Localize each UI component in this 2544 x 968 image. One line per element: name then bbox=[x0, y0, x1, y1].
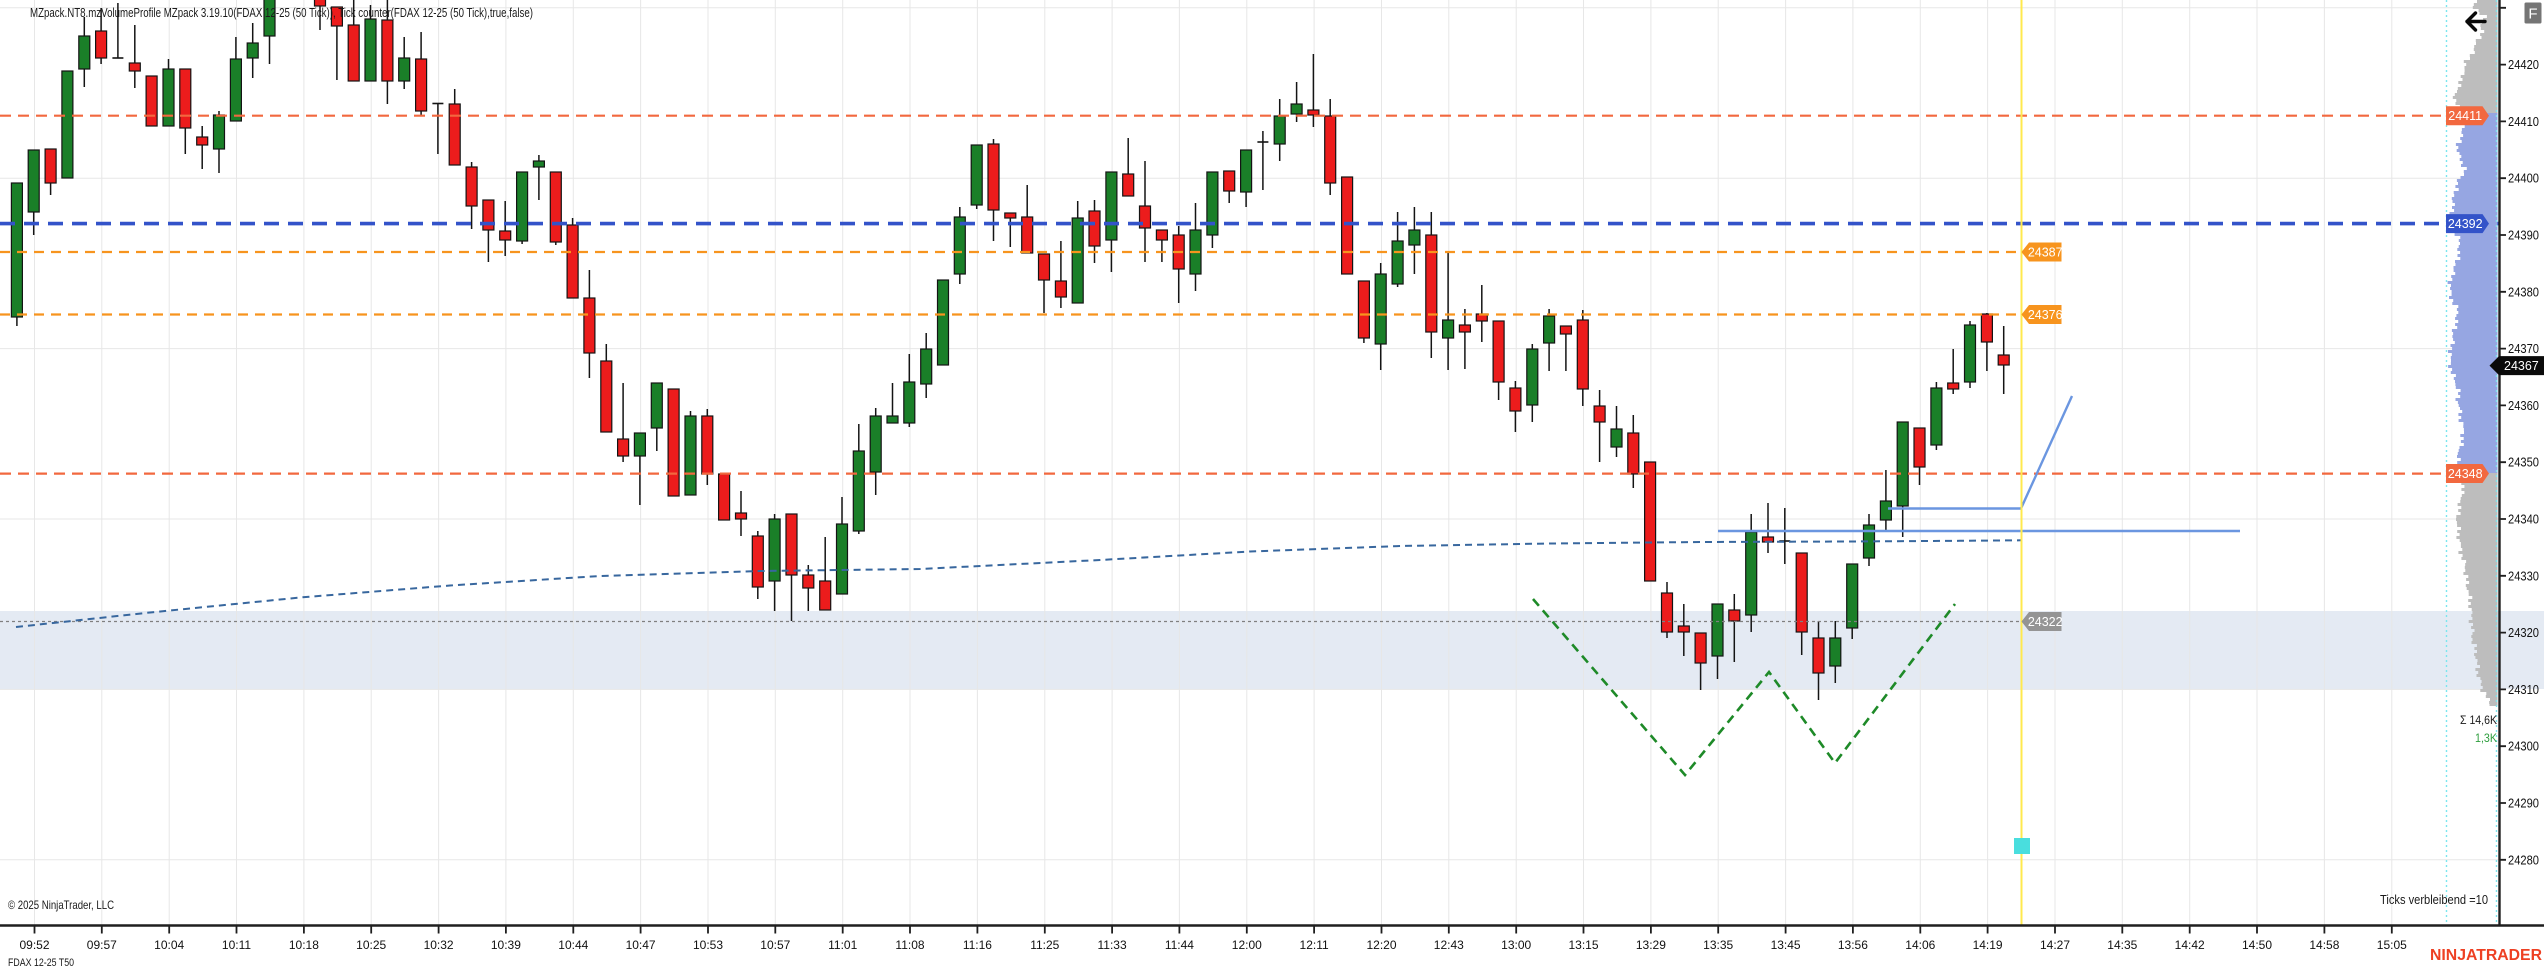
svg-text:Σ 14,6K: Σ 14,6K bbox=[2460, 713, 2497, 727]
svg-text:24400: 24400 bbox=[2508, 172, 2539, 186]
svg-text:24340: 24340 bbox=[2508, 513, 2539, 527]
svg-text:10:11: 10:11 bbox=[222, 938, 251, 952]
svg-text:11:44: 11:44 bbox=[1165, 938, 1194, 952]
svg-text:24380: 24380 bbox=[2508, 285, 2539, 299]
svg-text:10:32: 10:32 bbox=[424, 938, 454, 952]
svg-text:FDAX 12-25 T50: FDAX 12-25 T50 bbox=[8, 957, 74, 968]
svg-text:24410: 24410 bbox=[2508, 115, 2539, 129]
svg-text:24290: 24290 bbox=[2508, 797, 2539, 811]
svg-text:24322: 24322 bbox=[2028, 615, 2063, 629]
svg-text:24370: 24370 bbox=[2508, 342, 2539, 356]
svg-text:F: F bbox=[2528, 6, 2537, 23]
svg-text:10:57: 10:57 bbox=[760, 938, 790, 952]
svg-text:13:56: 13:56 bbox=[1838, 938, 1868, 952]
svg-text:Ticks verbleibend =10: Ticks verbleibend =10 bbox=[2380, 893, 2488, 907]
svg-text:14:19: 14:19 bbox=[1973, 938, 2003, 952]
svg-text:24376: 24376 bbox=[2028, 308, 2063, 322]
svg-text:© 2025 NinjaTrader, LLC: © 2025 NinjaTrader, LLC bbox=[8, 898, 114, 912]
svg-text:14:58: 14:58 bbox=[2309, 938, 2339, 952]
svg-text:12:00: 12:00 bbox=[1232, 938, 1262, 952]
svg-text:11:25: 11:25 bbox=[1030, 938, 1059, 952]
svg-text:13:00: 13:00 bbox=[1501, 938, 1531, 952]
svg-text:10:39: 10:39 bbox=[491, 938, 521, 952]
svg-text:11:16: 11:16 bbox=[963, 938, 992, 952]
svg-text:MZpack.NT8.mzVolumeProfile MZp: MZpack.NT8.mzVolumeProfile MZpack 3.19.1… bbox=[30, 6, 533, 20]
svg-text:24350: 24350 bbox=[2508, 456, 2539, 470]
svg-text:09:52: 09:52 bbox=[19, 938, 49, 952]
svg-text:10:04: 10:04 bbox=[154, 938, 184, 952]
svg-text:12:43: 12:43 bbox=[1434, 938, 1464, 952]
svg-text:13:45: 13:45 bbox=[1771, 938, 1801, 952]
svg-text:24420: 24420 bbox=[2508, 58, 2539, 72]
svg-text:24411: 24411 bbox=[2448, 109, 2482, 123]
svg-text:10:25: 10:25 bbox=[356, 938, 386, 952]
svg-text:09:57: 09:57 bbox=[87, 938, 117, 952]
svg-text:NINJATRADER: NINJATRADER bbox=[2430, 947, 2542, 964]
svg-text:14:06: 14:06 bbox=[1905, 938, 1935, 952]
svg-text:10:44: 10:44 bbox=[558, 938, 588, 952]
svg-text:13:15: 13:15 bbox=[1568, 938, 1598, 952]
svg-text:24387: 24387 bbox=[2028, 246, 2063, 260]
svg-text:13:29: 13:29 bbox=[1636, 938, 1666, 952]
svg-text:24330: 24330 bbox=[2508, 569, 2539, 583]
svg-text:24300: 24300 bbox=[2508, 740, 2539, 754]
svg-text:24360: 24360 bbox=[2508, 399, 2539, 413]
svg-text:15:05: 15:05 bbox=[2377, 938, 2407, 952]
svg-text:24310: 24310 bbox=[2508, 683, 2539, 697]
svg-text:13:35: 13:35 bbox=[1703, 938, 1733, 952]
svg-text:24390: 24390 bbox=[2508, 229, 2539, 243]
svg-text:11:33: 11:33 bbox=[1098, 938, 1127, 952]
svg-text:24320: 24320 bbox=[2508, 626, 2539, 640]
svg-text:24280: 24280 bbox=[2508, 853, 2539, 867]
svg-text:14:35: 14:35 bbox=[2107, 938, 2137, 952]
svg-text:24367: 24367 bbox=[2504, 359, 2539, 373]
svg-text:11:08: 11:08 bbox=[895, 938, 924, 952]
svg-text:24348: 24348 bbox=[2448, 467, 2483, 481]
svg-text:14:50: 14:50 bbox=[2242, 938, 2272, 952]
svg-text:10:47: 10:47 bbox=[626, 938, 656, 952]
svg-text:11:01: 11:01 bbox=[828, 938, 857, 952]
svg-text:1,3K: 1,3K bbox=[2475, 731, 2497, 745]
svg-text:12:11: 12:11 bbox=[1300, 938, 1329, 952]
svg-text:24392: 24392 bbox=[2448, 217, 2483, 231]
svg-text:14:27: 14:27 bbox=[2040, 938, 2070, 952]
svg-text:12:20: 12:20 bbox=[1366, 938, 1396, 952]
svg-text:10:18: 10:18 bbox=[289, 938, 319, 952]
svg-text:14:42: 14:42 bbox=[2175, 938, 2205, 952]
svg-text:10:53: 10:53 bbox=[693, 938, 723, 952]
